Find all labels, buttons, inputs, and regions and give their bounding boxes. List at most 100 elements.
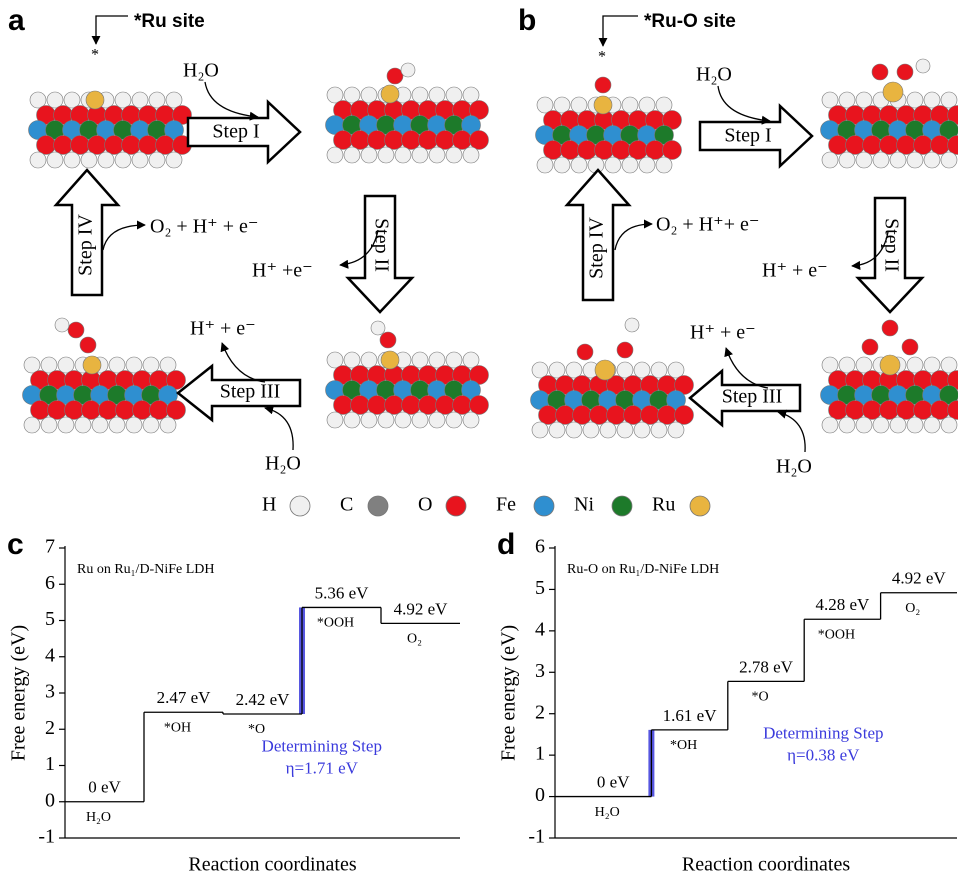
atom: [651, 422, 667, 438]
atom: [658, 406, 677, 425]
atom: [641, 406, 660, 425]
atom: [82, 401, 101, 420]
value-label: 1.61 eV: [663, 706, 718, 725]
y-tick-label: 4: [45, 644, 55, 666]
atom: [143, 417, 159, 433]
flow-arrow: [615, 224, 652, 250]
y-tick-label: 3: [535, 660, 545, 682]
atom: [470, 396, 489, 415]
atom: [47, 152, 63, 168]
atom: [378, 147, 394, 163]
legend: HCOFeNiRu: [262, 494, 710, 516]
atom: [86, 91, 104, 109]
atom: [98, 152, 114, 168]
atom: [856, 152, 872, 168]
atom: [395, 147, 411, 163]
atom: [402, 131, 421, 150]
atom: [863, 401, 882, 420]
step-label: Step I: [212, 121, 259, 143]
atom: [334, 131, 353, 150]
level-label: *O: [248, 722, 265, 737]
value-label: 2.78 eV: [739, 657, 794, 676]
atom: [64, 152, 80, 168]
legend-label: H: [262, 494, 276, 516]
annotation: Determining Step: [262, 736, 382, 755]
species-label: H₂O: [696, 64, 732, 86]
atom: [882, 320, 898, 336]
atom: [822, 152, 838, 168]
y-tick-label: 3: [45, 681, 55, 703]
atom: [381, 85, 399, 103]
atom: [344, 147, 360, 163]
atom: [83, 356, 101, 374]
panel-letter: b: [518, 4, 536, 37]
atom: [872, 64, 888, 80]
legend-swatch: [368, 496, 388, 516]
atom: [150, 401, 169, 420]
atom: [914, 401, 933, 420]
atom: [160, 417, 176, 433]
atom: [856, 417, 872, 433]
legend-swatch: [534, 496, 554, 516]
atom: [116, 401, 135, 420]
atom: [897, 401, 916, 420]
atom: [595, 141, 614, 160]
atom: [595, 77, 611, 93]
y-axis-label: Free energy (eV): [498, 625, 520, 761]
y-tick-label: -1: [528, 826, 545, 848]
atom: [554, 157, 570, 173]
step-label: Step I: [724, 125, 771, 147]
atom: [361, 147, 377, 163]
atom: [663, 141, 682, 160]
atom: [544, 141, 563, 160]
atom: [907, 152, 923, 168]
y-tick-label: 1: [45, 753, 55, 775]
value-label: 2.47 eV: [157, 688, 212, 707]
atom: [539, 406, 558, 425]
species-label: H⁺ + e⁻: [690, 322, 756, 344]
legend-swatch: [446, 496, 466, 516]
figure: a *Ru site * Step I Step II Step III Ste…: [0, 0, 958, 875]
species-label: H₂O: [183, 60, 219, 82]
atom: [880, 355, 900, 375]
y-tick-label: 0: [45, 789, 55, 811]
atom: [897, 136, 916, 155]
legend-label: Ni: [574, 494, 594, 516]
atom: [133, 401, 152, 420]
atom: [149, 152, 165, 168]
atom: [862, 339, 878, 355]
atom: [600, 422, 616, 438]
step-label: Step IV: [75, 214, 97, 276]
atom: [412, 147, 428, 163]
atom: [873, 152, 889, 168]
atom: [902, 339, 918, 355]
atom: [55, 318, 69, 332]
atom: [577, 344, 593, 360]
x-axis-label: Reaction coordinates: [188, 854, 356, 875]
value-label: 2.42 eV: [236, 690, 291, 709]
y-tick-label: 1: [535, 743, 545, 765]
species-label: H₂O: [265, 453, 301, 475]
atom: [30, 152, 46, 168]
atom: [890, 417, 906, 433]
atom: [327, 147, 343, 163]
atom: [385, 396, 404, 415]
y-tick-label: -1: [38, 826, 55, 848]
atom: [916, 59, 930, 73]
atom: [556, 406, 575, 425]
legend-label: C: [340, 494, 353, 516]
atom: [846, 401, 865, 420]
atom: [829, 136, 848, 155]
atom: [368, 131, 387, 150]
atom: [941, 417, 957, 433]
atom: [105, 136, 124, 155]
legend-label: Fe: [496, 494, 516, 516]
atom: [401, 63, 415, 77]
atom: [880, 136, 899, 155]
atom: [166, 152, 182, 168]
atom: [37, 136, 56, 155]
atom: [675, 406, 694, 425]
atom: [617, 342, 633, 358]
atom: [156, 136, 175, 155]
atom: [629, 141, 648, 160]
